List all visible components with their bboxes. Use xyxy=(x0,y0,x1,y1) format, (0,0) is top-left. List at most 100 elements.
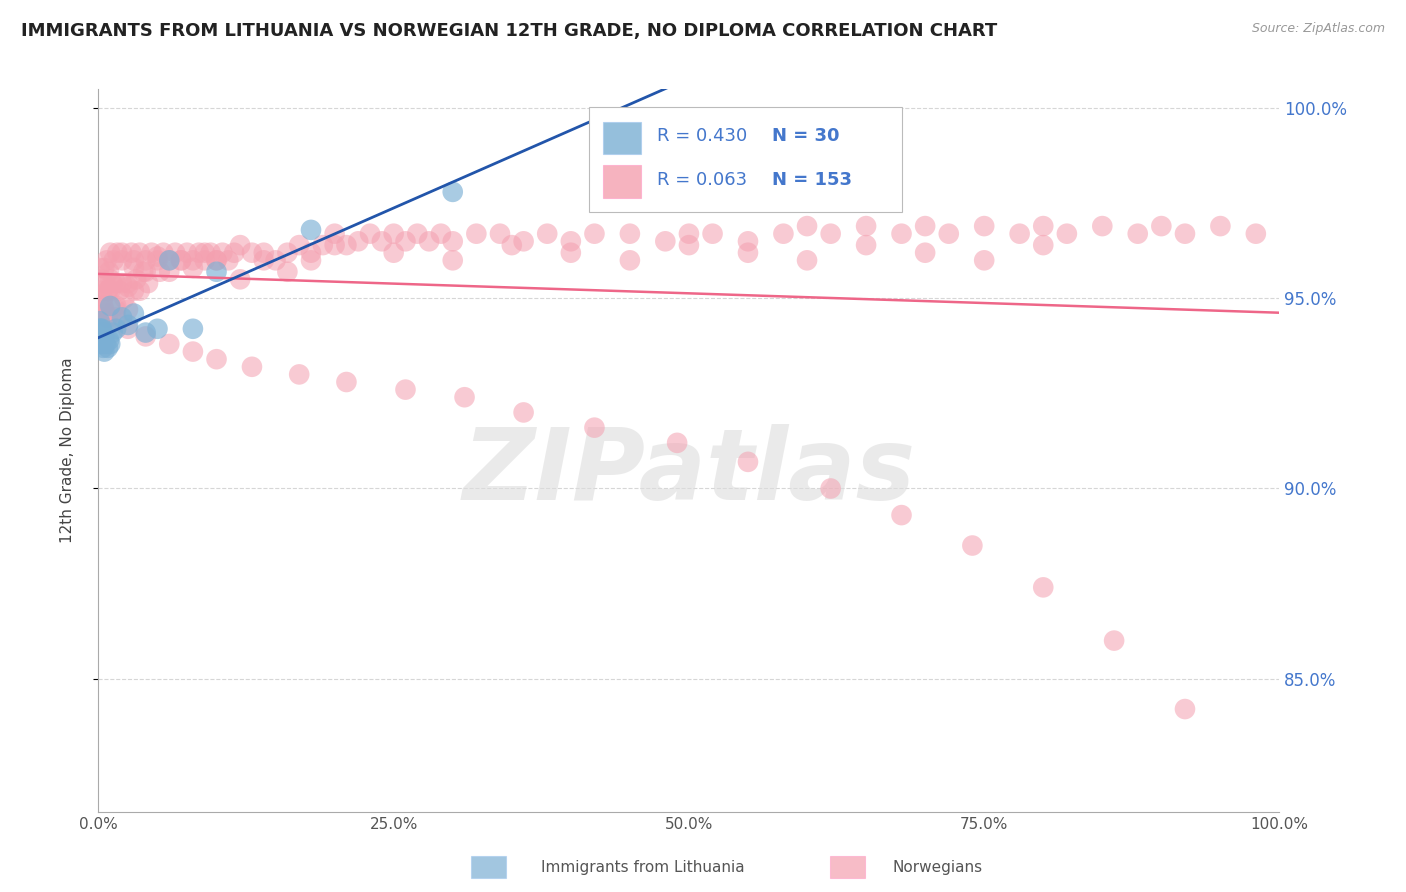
Point xyxy=(181,322,204,336)
Point xyxy=(135,265,157,279)
Point xyxy=(97,341,120,355)
Point xyxy=(105,276,128,290)
Point xyxy=(299,245,322,260)
Point xyxy=(98,265,121,279)
Point xyxy=(914,219,936,233)
Point xyxy=(157,337,180,351)
Point xyxy=(430,227,453,241)
Point xyxy=(702,227,724,241)
Point xyxy=(117,276,139,290)
Point xyxy=(90,337,112,351)
Point xyxy=(101,276,124,290)
Point xyxy=(217,253,239,268)
Point xyxy=(1126,227,1149,241)
Point xyxy=(98,333,121,347)
Point xyxy=(132,265,155,279)
Point xyxy=(98,284,121,298)
Point xyxy=(157,265,180,279)
Point xyxy=(678,227,700,241)
Point xyxy=(205,253,228,268)
Point xyxy=(93,260,115,275)
Point xyxy=(1032,219,1054,233)
Point xyxy=(441,185,464,199)
Point xyxy=(299,223,322,237)
Point xyxy=(299,253,322,268)
Point xyxy=(441,235,464,249)
Point xyxy=(89,322,111,336)
Point xyxy=(962,539,984,553)
Point xyxy=(170,253,193,268)
Text: R = 0.430: R = 0.430 xyxy=(657,128,748,145)
Point xyxy=(117,302,139,317)
Point xyxy=(112,291,135,305)
Point xyxy=(560,235,582,249)
Point xyxy=(772,227,794,241)
Point xyxy=(136,276,159,290)
Point xyxy=(105,310,128,325)
Point xyxy=(146,322,169,336)
Point xyxy=(97,310,120,325)
Point xyxy=(157,253,180,268)
Point xyxy=(93,302,115,317)
Point xyxy=(418,235,440,249)
Point xyxy=(441,253,464,268)
Point xyxy=(973,253,995,268)
Point xyxy=(583,227,606,241)
Point xyxy=(560,245,582,260)
Point xyxy=(619,253,641,268)
Text: N = 30: N = 30 xyxy=(772,128,839,145)
Point xyxy=(98,245,121,260)
Point xyxy=(176,245,198,260)
Point xyxy=(105,322,128,336)
Point xyxy=(288,238,311,252)
Point xyxy=(359,227,381,241)
Point xyxy=(855,238,877,252)
Point xyxy=(194,253,217,268)
Point xyxy=(200,245,222,260)
Point xyxy=(90,284,112,298)
Point xyxy=(98,337,121,351)
Point xyxy=(205,265,228,279)
Point xyxy=(820,482,842,496)
Point xyxy=(98,299,121,313)
Point xyxy=(122,253,145,268)
Point xyxy=(382,227,405,241)
Point xyxy=(288,368,311,382)
Point xyxy=(205,253,228,268)
Point xyxy=(97,284,120,298)
Bar xyxy=(603,165,641,198)
Point xyxy=(394,383,416,397)
Point xyxy=(890,227,912,241)
Point xyxy=(536,227,558,241)
Point xyxy=(128,284,150,298)
Point xyxy=(91,272,114,286)
Point xyxy=(224,245,246,260)
Point xyxy=(1056,227,1078,241)
Text: Source: ZipAtlas.com: Source: ZipAtlas.com xyxy=(1251,22,1385,36)
Point xyxy=(253,245,276,260)
Point xyxy=(276,245,298,260)
Point xyxy=(276,265,298,279)
Point xyxy=(117,280,139,294)
Point xyxy=(96,253,118,268)
Point xyxy=(253,253,276,268)
Point xyxy=(91,341,114,355)
Point xyxy=(89,260,111,275)
Point xyxy=(914,245,936,260)
Point xyxy=(152,245,174,260)
Point xyxy=(240,245,263,260)
Point xyxy=(619,227,641,241)
Point xyxy=(465,227,488,241)
Point xyxy=(105,302,128,317)
Point xyxy=(91,310,114,325)
Point xyxy=(94,276,117,290)
Point xyxy=(135,253,157,268)
Point xyxy=(890,508,912,522)
Point xyxy=(90,318,112,332)
Point xyxy=(93,329,115,343)
Point xyxy=(181,253,204,268)
Point xyxy=(347,235,370,249)
Point xyxy=(229,238,252,252)
Point xyxy=(90,329,112,343)
Point xyxy=(157,253,180,268)
